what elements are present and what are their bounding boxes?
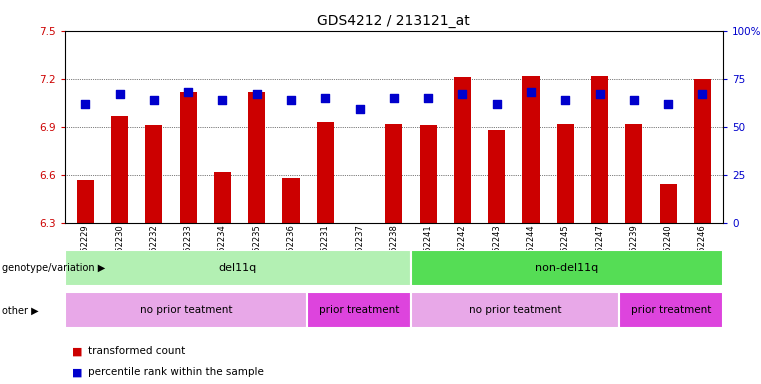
Point (525, 89, 537, 95)
Bar (65, 292, 307, 328)
Bar (317, 122, 334, 223)
Title: GDS4212 / 213121_at: GDS4212 / 213121_at (317, 14, 470, 28)
Bar (660, 184, 677, 223)
Text: percentile rank within the sample: percentile rank within the sample (88, 367, 263, 377)
Bar (419, 125, 437, 223)
Point (250, 91, 263, 97)
Bar (488, 130, 505, 223)
Point (696, 91, 708, 97)
Point (422, 95, 435, 101)
Point (319, 95, 331, 101)
Point (182, 89, 194, 95)
Text: ■: ■ (72, 367, 83, 377)
Text: no prior teatment: no prior teatment (140, 305, 232, 315)
Bar (282, 178, 300, 223)
Text: ■: ■ (72, 346, 83, 356)
Bar (385, 124, 403, 223)
Point (559, 97, 572, 103)
Bar (454, 77, 471, 223)
Text: no prior teatment: no prior teatment (469, 305, 562, 315)
Bar (619, 292, 723, 328)
Bar (65, 250, 411, 286)
Bar (411, 292, 619, 328)
Point (387, 95, 400, 101)
Text: prior treatment: prior treatment (631, 305, 712, 315)
Point (594, 91, 606, 97)
Text: genotype/variation ▶: genotype/variation ▶ (2, 263, 105, 273)
Text: transformed count: transformed count (88, 346, 185, 356)
Bar (145, 125, 162, 223)
Text: prior treatment: prior treatment (319, 305, 400, 315)
Point (148, 97, 160, 103)
Bar (626, 124, 642, 223)
Point (457, 91, 469, 97)
Point (79, 101, 91, 107)
Bar (522, 76, 540, 223)
Point (628, 97, 640, 103)
Point (491, 101, 503, 107)
Bar (180, 91, 196, 223)
Point (113, 91, 126, 97)
Point (353, 106, 365, 113)
Bar (307, 292, 411, 328)
Text: other ▶: other ▶ (2, 305, 38, 315)
Bar (248, 91, 266, 223)
Bar (111, 116, 128, 223)
Text: non-del11q: non-del11q (536, 263, 599, 273)
Bar (556, 124, 574, 223)
Bar (694, 79, 711, 223)
Point (285, 97, 297, 103)
Bar (411, 250, 723, 286)
Point (216, 97, 228, 103)
Bar (77, 179, 94, 223)
Bar (591, 76, 608, 223)
Text: del11q: del11q (219, 263, 257, 273)
Bar (214, 172, 231, 223)
Point (662, 101, 674, 107)
